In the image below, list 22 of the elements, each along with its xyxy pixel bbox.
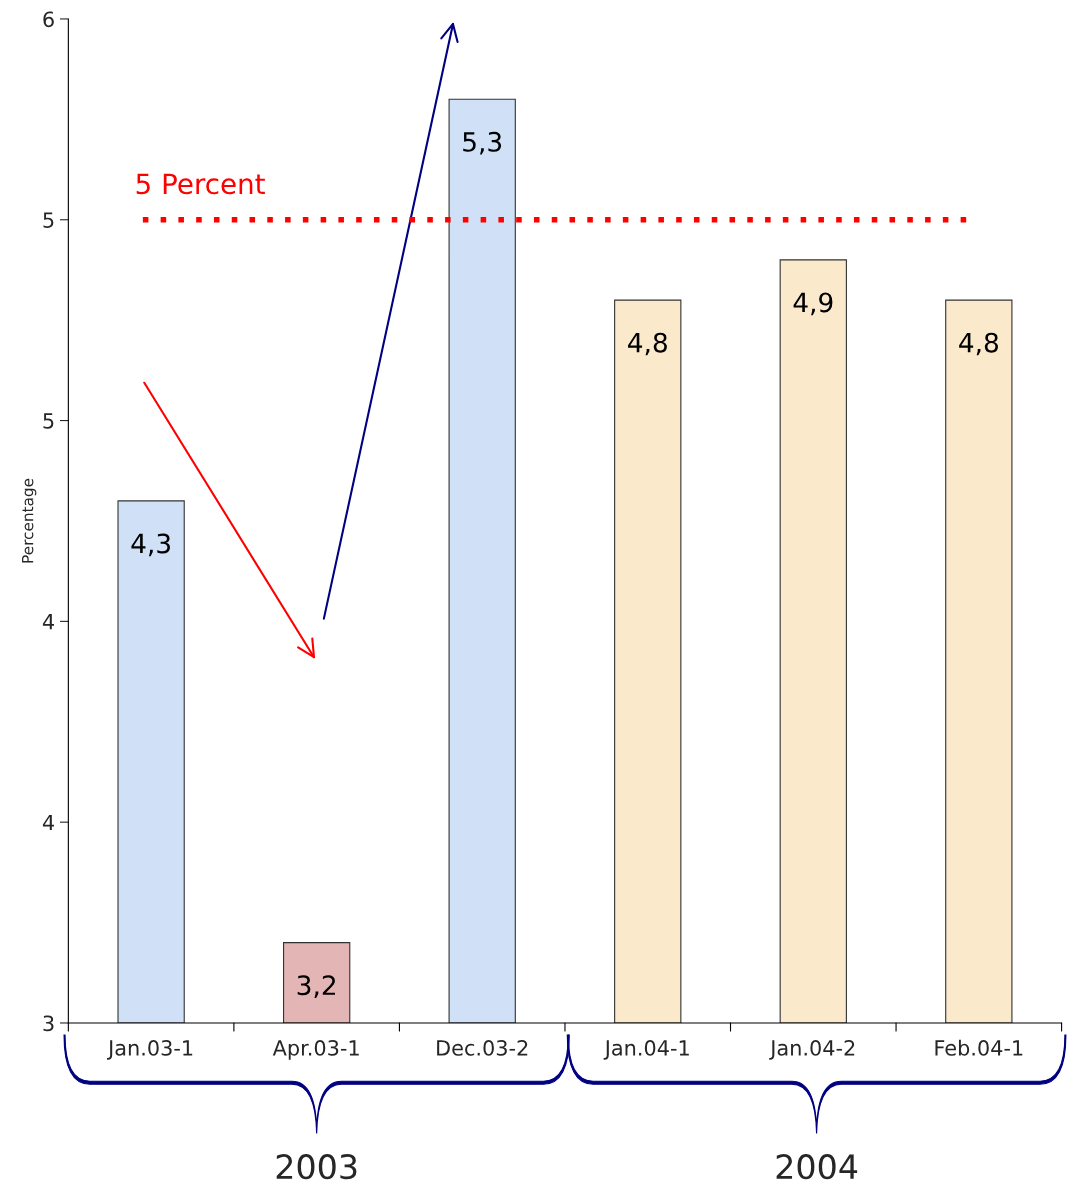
data-label: 4,3 [131, 533, 170, 557]
y-tick-label: 3 [43, 1015, 54, 1032]
x-tick-label: Jan.04-2 [769, 1040, 855, 1060]
x-tick-label: Jan.04-1 [603, 1040, 689, 1060]
text: 2003 [276, 1154, 357, 1180]
data-label: 5,3 [463, 131, 502, 155]
y-tick-label: 5 [43, 413, 54, 429]
x-tick-label: Dec.03-2 [437, 1040, 528, 1056]
data-label: 4,8 [959, 332, 998, 356]
y-tick-label: 6 [43, 11, 54, 28]
y-tick-label: 4 [42, 814, 54, 831]
x-tick-label: Jan.03-1 [107, 1040, 193, 1060]
y-tick-label: 4 [42, 614, 54, 630]
data-label: 4,9 [793, 292, 833, 316]
data-label: 4,8 [628, 332, 667, 356]
y-tick-label: 5 [43, 212, 54, 228]
x-tick-label: Feb.04-1 [935, 1039, 1023, 1056]
ref-line-label: 5 Percent [136, 173, 265, 195]
data-label: 3,2 [297, 975, 335, 998]
y-axis-title: Percentage [22, 478, 37, 563]
text: 2004 [776, 1154, 858, 1180]
x-tick-label: Apr.03-1 [272, 1040, 359, 1060]
